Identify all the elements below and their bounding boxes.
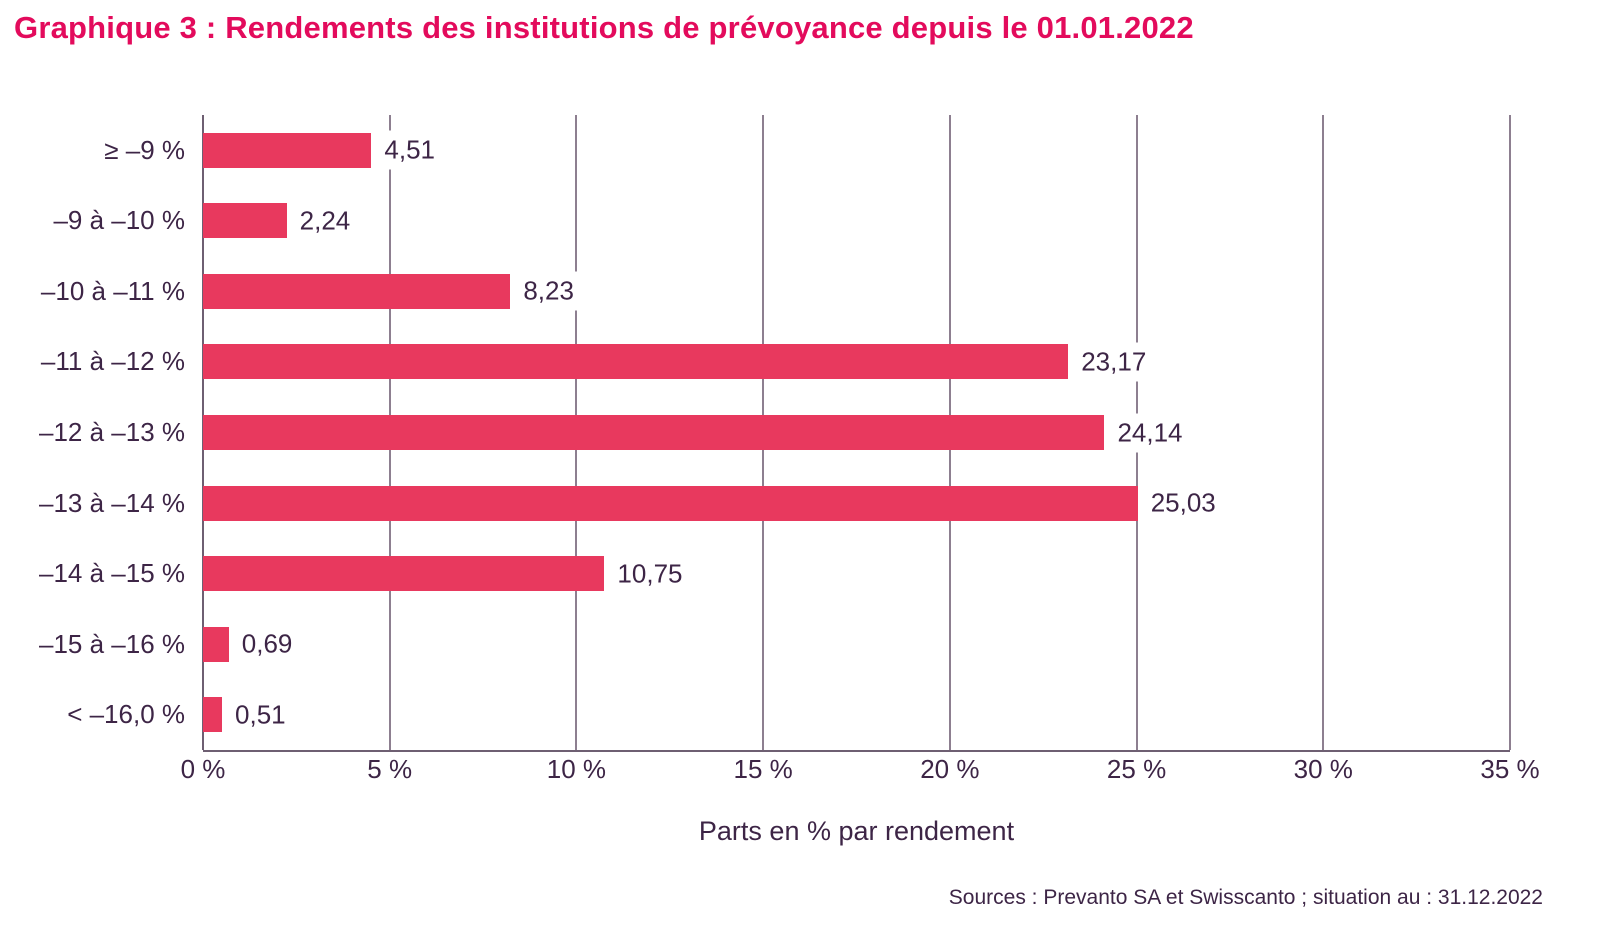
category-label: < –16,0 % [67, 699, 185, 730]
bar [203, 626, 229, 662]
category-label: –9 à –10 % [53, 205, 185, 236]
x-tick-label: 20 % [920, 754, 980, 784]
category-label: –12 à –13 % [38, 416, 185, 447]
bar [203, 697, 223, 733]
bar [203, 415, 1105, 450]
bar-value-label: 4,51 [376, 130, 444, 170]
category-label: –14 à –15 % [38, 558, 185, 589]
source-note: Sources : Prevanto SA et Swisscanto ; si… [948, 886, 1543, 909]
x-tick-label: 35 % [1480, 754, 1540, 784]
category-label: –10 à –11 % [40, 275, 185, 306]
bar-value-label: 10,75 [609, 554, 691, 594]
x-tick-label: 25 % [1106, 754, 1167, 784]
bar-value-label: 25,03 [1142, 483, 1224, 523]
x-tick-label: 10 % [546, 754, 607, 784]
bar-value-label: 8,23 [515, 271, 582, 311]
x-tick-label: 5 % [367, 754, 413, 784]
bar [203, 485, 1138, 521]
x-tick-label: 0 % [180, 754, 226, 784]
bar [203, 132, 372, 168]
chart-title: Graphique 3 : Rendements des institution… [14, 10, 1194, 45]
y-axis-labels: ≥ –9 % –9 à –10 % –10 à –11 % –11 à –12 % –1… [0, 115, 185, 750]
bar-value-label: 23,17 [1073, 342, 1155, 382]
bar [203, 203, 287, 239]
plot-area: 4,51 2,24 8,23 23,17 24,14 25,03 10,75 0,69 0,51 [202, 115, 1511, 752]
bar-value-label: 24,14 [1109, 413, 1191, 452]
gridline [1509, 115, 1511, 750]
category-label: –11 à –12 % [40, 346, 185, 377]
x-axis-ticks: 0 % 5 % 10 % 15 % 20 % 25 % 30 % 35 % [181, 754, 1540, 788]
x-axis-label: Parts en % par rendement [698, 816, 1015, 846]
category-label: –15 à –16 % [38, 628, 185, 659]
gridline [1322, 115, 1325, 750]
bar [203, 344, 1069, 380]
bar-value-label: 0,69 [233, 624, 301, 664]
bar-value-label: 0,51 [227, 695, 294, 735]
bar [203, 273, 511, 309]
x-tick-label: 30 % [1293, 754, 1353, 784]
category-label: –13 à –14 % [38, 487, 185, 518]
bar [203, 556, 605, 592]
bar-value-label: 2,24 [291, 201, 359, 241]
x-tick-label: 15 % [733, 754, 793, 784]
category-label: ≥ –9 % [104, 134, 185, 165]
